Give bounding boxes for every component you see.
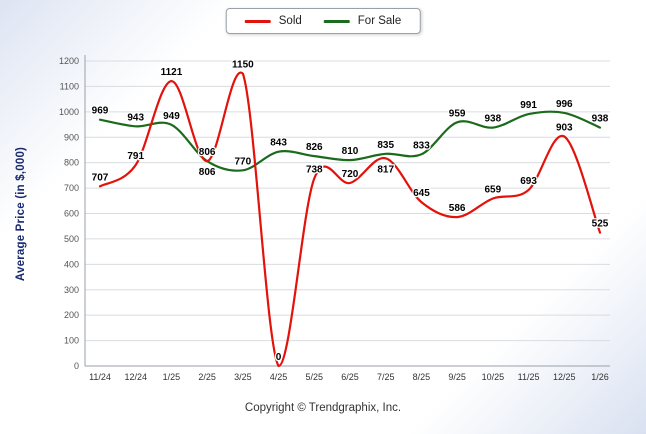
point-label: 645 bbox=[413, 188, 430, 199]
point-labels: 707 791 1121 806 1150 0 738 720 817 645 586 659 693 9… bbox=[90, 58, 610, 364]
svg-text:3/25: 3/25 bbox=[234, 372, 252, 382]
point-label: 817 bbox=[377, 164, 394, 175]
point-label: 949 bbox=[163, 111, 180, 122]
chart-legend: Sold For Sale bbox=[225, 8, 421, 34]
svg-text:9/25: 9/25 bbox=[448, 372, 466, 382]
point-label: 659 bbox=[485, 185, 502, 196]
svg-text:8/25: 8/25 bbox=[413, 372, 431, 382]
svg-text:1000: 1000 bbox=[59, 107, 79, 117]
point-label: 826 bbox=[306, 142, 323, 153]
svg-text:100: 100 bbox=[64, 336, 79, 346]
point-label: 806 bbox=[199, 167, 216, 178]
svg-text:6/25: 6/25 bbox=[341, 372, 359, 382]
point-label: 959 bbox=[449, 108, 466, 119]
svg-text:1200: 1200 bbox=[59, 56, 79, 66]
svg-text:10/25: 10/25 bbox=[482, 372, 505, 382]
point-label: 991 bbox=[520, 100, 537, 111]
point-label: 525 bbox=[592, 219, 609, 230]
series-line-sold bbox=[98, 71, 602, 368]
average-price-line-chart: 0 100 200 300 400 500 600 700 800 900 1000 1100 1200… bbox=[59, 55, 610, 382]
point-label: 0 bbox=[276, 352, 282, 363]
svg-text:1/25: 1/25 bbox=[163, 372, 181, 382]
point-label: 720 bbox=[342, 169, 359, 180]
point-label: 843 bbox=[270, 138, 287, 149]
legend-item-sold: Sold bbox=[244, 15, 302, 27]
y-tick-labels: 0 100 200 300 400 500 600 700 800 900 1000 1100 1200 bbox=[59, 56, 79, 371]
svg-text:1100: 1100 bbox=[60, 81, 79, 91]
legend-swatch-sold-line bbox=[244, 19, 271, 23]
svg-text:12/25: 12/25 bbox=[553, 372, 576, 382]
point-label: 943 bbox=[127, 112, 144, 123]
legend-label-sold: Sold bbox=[278, 15, 302, 27]
svg-text:400: 400 bbox=[64, 259, 79, 269]
svg-text:0: 0 bbox=[74, 361, 79, 371]
y-gridlines bbox=[85, 60, 610, 342]
svg-text:2/25: 2/25 bbox=[198, 372, 216, 382]
point-label: 693 bbox=[520, 176, 537, 187]
point-label: 835 bbox=[377, 140, 394, 151]
point-label: 770 bbox=[235, 156, 252, 167]
point-label: 903 bbox=[556, 122, 573, 133]
point-label: 738 bbox=[306, 164, 323, 175]
svg-text:5/25: 5/25 bbox=[306, 372, 324, 382]
svg-text:7/25: 7/25 bbox=[377, 372, 395, 382]
point-label: 1121 bbox=[161, 67, 183, 78]
svg-text:600: 600 bbox=[64, 209, 79, 219]
point-label: 938 bbox=[485, 114, 502, 125]
x-tick-labels: 11/24 12/24 1/25 2/25 3/25 4/25 5/25 6/25 7/25 8/… bbox=[89, 372, 609, 382]
y-axis-title: Average Price (in $,000) bbox=[15, 146, 27, 282]
point-label: 1150 bbox=[232, 60, 254, 71]
legend-swatch-for-sale-line bbox=[323, 19, 350, 23]
copyright-text: Copyright © Trendgraphix, Inc. bbox=[244, 402, 402, 414]
svg-text:200: 200 bbox=[64, 310, 79, 320]
svg-text:11/25: 11/25 bbox=[518, 372, 540, 382]
point-label: 791 bbox=[127, 151, 144, 162]
point-label: 969 bbox=[92, 106, 109, 117]
svg-text:800: 800 bbox=[64, 158, 79, 168]
svg-text:500: 500 bbox=[64, 234, 79, 244]
svg-text:1/26: 1/26 bbox=[591, 372, 609, 382]
svg-text:11/24: 11/24 bbox=[89, 372, 111, 382]
series-line-for-sale bbox=[98, 110, 602, 172]
svg-text:700: 700 bbox=[64, 183, 79, 193]
point-label: 938 bbox=[592, 114, 609, 125]
svg-text:300: 300 bbox=[64, 285, 79, 295]
point-label: 586 bbox=[449, 203, 466, 214]
point-label: 996 bbox=[556, 99, 573, 110]
legend-label-for-sale: For Sale bbox=[357, 15, 402, 27]
legend-item-for-sale: For Sale bbox=[323, 15, 402, 27]
point-label: 833 bbox=[413, 140, 430, 151]
svg-text:12/24: 12/24 bbox=[124, 372, 147, 382]
svg-text:900: 900 bbox=[64, 132, 79, 142]
point-label: 810 bbox=[342, 146, 359, 157]
svg-text:4/25: 4/25 bbox=[270, 372, 288, 382]
point-label: 806 bbox=[199, 147, 216, 158]
point-label: 707 bbox=[92, 172, 109, 183]
